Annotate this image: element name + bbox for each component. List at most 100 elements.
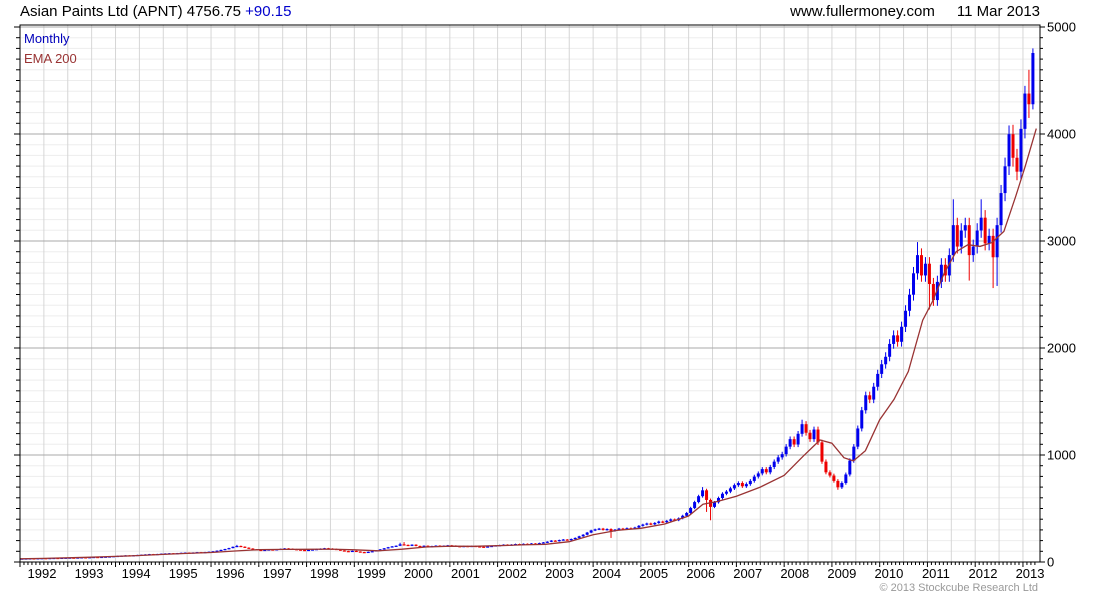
candle-body xyxy=(621,528,625,530)
x-axis-label: 1996 xyxy=(216,566,245,581)
candle-body xyxy=(963,225,967,231)
instrument-title: Asian Paints Ltd (APNT) 4756.75 xyxy=(20,3,241,20)
candle-body xyxy=(927,263,931,285)
candle-body xyxy=(669,519,673,521)
x-axis-label: 1995 xyxy=(169,566,198,581)
candle-body xyxy=(366,551,370,554)
candle-body xyxy=(884,356,888,365)
candle-body xyxy=(840,483,844,488)
candle-body xyxy=(553,540,557,542)
candle-body xyxy=(868,395,872,400)
candle-body xyxy=(581,534,585,537)
candle-body xyxy=(263,549,267,552)
x-axis-label: 2009 xyxy=(827,566,856,581)
candle-body xyxy=(987,235,991,244)
candle-body xyxy=(641,524,645,526)
x-axis-label: 1992 xyxy=(28,566,57,581)
candle-body xyxy=(995,225,999,258)
x-axis-label: 1998 xyxy=(310,566,339,581)
candle-body xyxy=(649,523,653,525)
candle-body xyxy=(852,446,856,461)
candle-body xyxy=(880,364,884,374)
copyright-notice: © 2013 Stockcube Research Ltd xyxy=(879,582,1038,594)
candle-body xyxy=(689,507,693,513)
candle-body xyxy=(593,529,597,531)
candle-body xyxy=(768,466,772,473)
candle-body xyxy=(625,528,629,530)
candle-body xyxy=(378,549,382,551)
x-axis-label: 2013 xyxy=(1016,566,1045,581)
candle-body xyxy=(338,549,342,551)
candle-body xyxy=(720,493,724,499)
candle-body xyxy=(828,472,832,476)
x-axis-label: 2004 xyxy=(592,566,621,581)
candle-body xyxy=(796,433,800,445)
candle-body xyxy=(398,544,402,546)
chart-date: 11 Mar 2013 xyxy=(956,3,1040,20)
candle-body xyxy=(788,439,792,447)
candle-body xyxy=(744,484,748,487)
candle-body xyxy=(406,544,410,547)
x-axis-label: 1997 xyxy=(263,566,292,581)
candle-body xyxy=(645,523,649,525)
candle-body xyxy=(1023,93,1027,129)
candle-body xyxy=(589,530,593,533)
candle-body xyxy=(896,335,900,342)
candle-body xyxy=(792,439,796,445)
candle-body xyxy=(979,217,983,231)
candle-body xyxy=(382,548,386,550)
candle-body xyxy=(251,548,255,550)
candle-body xyxy=(362,552,366,554)
chart-title: Asian Paints Ltd (APNT) 4756.75 +90.15 xyxy=(20,3,291,20)
candle-body xyxy=(919,255,923,276)
candle-body xyxy=(486,546,490,548)
y-axis-label: 3000 xyxy=(1047,234,1076,249)
candle-body xyxy=(959,230,963,247)
candle-body xyxy=(231,546,235,549)
candle-body xyxy=(740,483,744,487)
x-axis-label: 1999 xyxy=(357,566,386,581)
y-axis-label: 4000 xyxy=(1047,127,1076,142)
candle-body xyxy=(701,490,705,497)
x-axis-label: 2011 xyxy=(922,566,950,581)
x-axis-label: 1994 xyxy=(122,566,151,581)
candle-body xyxy=(888,343,892,357)
candle-body xyxy=(900,326,904,342)
candle-body xyxy=(732,485,736,489)
candle-body xyxy=(418,545,422,548)
candle-body xyxy=(609,529,613,531)
candle-body xyxy=(661,521,665,523)
candle-body xyxy=(637,525,641,528)
candle-body xyxy=(780,454,784,458)
candle-body xyxy=(908,294,912,311)
candle-body xyxy=(303,550,307,552)
candle-body xyxy=(601,528,605,530)
candle-body xyxy=(243,546,247,548)
candle-body xyxy=(967,225,971,256)
candle-body xyxy=(215,550,219,552)
x-axis-label: 2002 xyxy=(498,566,527,581)
x-axis-label: 2008 xyxy=(780,566,809,581)
candle-body xyxy=(478,546,482,548)
candle-body xyxy=(983,217,987,244)
candle-body xyxy=(653,522,657,525)
x-axis-label: 2010 xyxy=(874,566,903,581)
candle-body xyxy=(772,461,776,467)
candle-body xyxy=(931,284,935,301)
candle-body xyxy=(923,263,927,276)
x-axis-label: 2012 xyxy=(969,566,998,581)
candle-body xyxy=(394,545,398,547)
candle-body xyxy=(565,539,569,541)
x-axis-label: 2000 xyxy=(404,566,433,581)
candle-body xyxy=(892,335,896,344)
candle-body xyxy=(358,551,362,553)
candle-body xyxy=(705,490,709,500)
candle-body xyxy=(971,246,975,256)
candle-body xyxy=(681,515,685,519)
candle-body xyxy=(836,480,840,488)
candle-body xyxy=(573,537,577,540)
candle-body xyxy=(307,549,311,552)
candle-body xyxy=(693,502,697,508)
candle-body xyxy=(748,480,752,485)
